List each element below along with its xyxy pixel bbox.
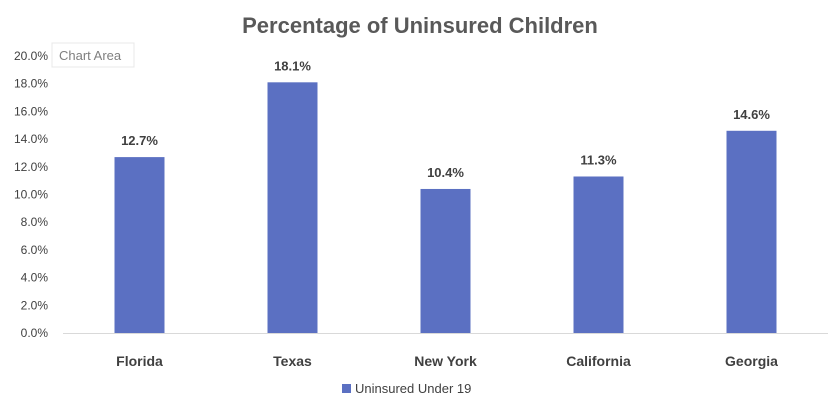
y-tick-label: 14.0% [14, 132, 48, 146]
data-label: 18.1% [274, 58, 311, 73]
bar [114, 157, 165, 333]
x-tick-label: Georgia [725, 353, 778, 369]
data-label: 14.6% [733, 107, 770, 122]
y-tick-label: 4.0% [21, 271, 49, 285]
data-label: 11.3% [580, 152, 617, 167]
x-axis: Florida Texas New York California Georgia [116, 353, 778, 369]
bar [267, 82, 318, 333]
legend: Uninsured Under 19 [342, 381, 471, 396]
y-tick-label: 8.0% [21, 215, 49, 229]
x-tick-label: Texas [273, 353, 312, 369]
y-tick-label: 18.0% [14, 77, 48, 91]
y-tick-label: 2.0% [21, 298, 49, 312]
bar [573, 176, 624, 333]
legend-swatch [342, 384, 351, 393]
data-labels: 12.7% 18.1% 10.4% 11.3% 14.6% [121, 58, 770, 180]
y-tick-label: 20.0% [14, 49, 48, 63]
legend-label: Uninsured Under 19 [355, 381, 471, 396]
tooltip-box [51, 42, 135, 68]
y-tick-label: 16.0% [14, 104, 48, 118]
data-label: 10.4% [427, 165, 464, 180]
y-tick-label: 12.0% [14, 160, 48, 174]
y-tick-label: 10.0% [14, 188, 48, 202]
y-tick-label: 6.0% [21, 243, 49, 257]
bar-series [114, 82, 777, 333]
y-axis: 0.0% 2.0% 4.0% 6.0% 8.0% 10.0% 12.0% 14.0% 16.0%… [14, 49, 48, 340]
tooltip-text: Chart Area [59, 48, 122, 63]
x-tick-label: Florida [116, 353, 163, 369]
y-tick-label: 0.0% [21, 326, 49, 340]
x-tick-label: California [566, 353, 631, 369]
bar [420, 188, 471, 333]
x-tick-label: New York [414, 353, 477, 369]
chart-area-tooltip: Chart Area [51, 42, 135, 68]
data-label: 12.7% [121, 133, 158, 148]
bar [726, 130, 777, 333]
chart-title: Percentage of Uninsured Children [242, 13, 598, 38]
